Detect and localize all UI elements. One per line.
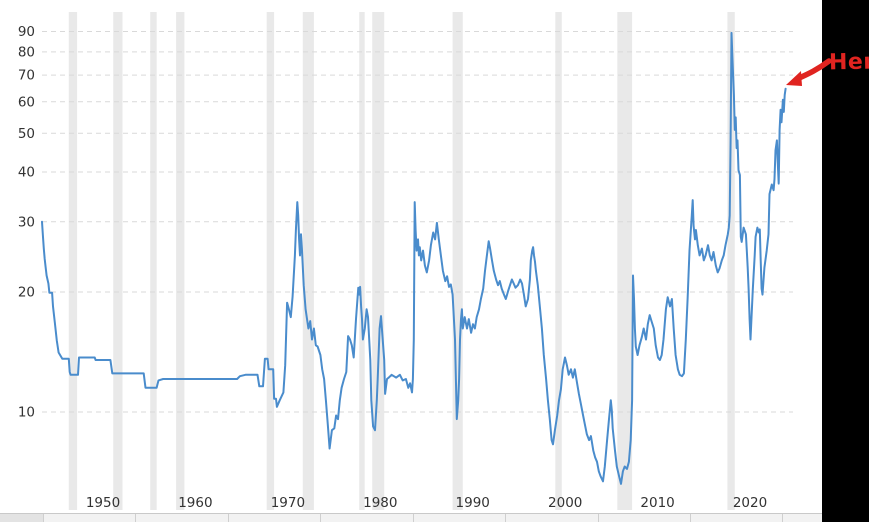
range-slider-divider <box>690 514 691 522</box>
recession-band <box>372 12 385 510</box>
range-slider-divider <box>135 514 136 522</box>
x-axis-label: 2020 <box>733 495 767 511</box>
y-axis-label: 80 <box>18 44 35 60</box>
range-slider-divider <box>598 514 599 522</box>
y-axis-labels: 90 80 70 60 50 40 30 20 10 <box>18 24 35 421</box>
range-slider-divider <box>228 514 229 522</box>
recession-band <box>452 12 463 510</box>
range-slider-divider <box>320 514 321 522</box>
range-slider-divider <box>505 514 506 522</box>
y-axis-label: 60 <box>18 94 35 110</box>
y-axis-label: 40 <box>18 165 35 181</box>
y-axis-label: 50 <box>18 126 35 142</box>
range-slider-divider <box>43 514 44 522</box>
y-axis-label: 10 <box>18 405 35 421</box>
y-axis-label: 20 <box>18 285 35 301</box>
recession-band <box>555 12 562 510</box>
x-axis-labels: 1950 1960 1970 1980 1990 2000 2010 2020 <box>86 495 767 511</box>
y-gridlines <box>42 31 793 413</box>
range-slider-divider <box>782 514 783 522</box>
recession-band <box>727 12 735 510</box>
y-axis-label: 90 <box>18 24 35 40</box>
series-line-ratio <box>41 31 787 485</box>
x-axis-label: 1980 <box>363 495 397 511</box>
x-axis-label: 1970 <box>271 495 305 511</box>
x-axis-label: 1990 <box>456 495 490 511</box>
y-axis-label: 30 <box>18 214 35 230</box>
recession-band <box>68 12 78 510</box>
handwritten-annotation: Her <box>828 49 869 76</box>
range-slider[interactable] <box>0 513 822 522</box>
data-series-line <box>41 31 787 485</box>
range-slider-lead-segment <box>0 514 43 522</box>
x-axis-label: 2000 <box>548 495 582 511</box>
recession-band <box>617 12 633 510</box>
recession-band <box>176 12 185 510</box>
recession-band <box>113 12 123 510</box>
recession-band <box>266 12 275 510</box>
recession-band <box>302 12 314 510</box>
x-axis-label: 2010 <box>640 495 674 511</box>
x-axis-label: 1950 <box>86 495 120 511</box>
y-axis-label: 70 <box>18 68 35 84</box>
x-axis-label: 1960 <box>178 495 212 511</box>
right-black-sidebar <box>822 0 869 522</box>
recession-bands <box>68 12 735 510</box>
range-slider-divider <box>413 514 414 522</box>
recession-band <box>359 12 365 510</box>
recession-band <box>150 12 157 510</box>
